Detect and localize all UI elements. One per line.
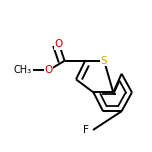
Text: CH₃: CH₃ [13,65,31,75]
Text: S: S [101,56,107,66]
Text: O: O [45,65,53,75]
Text: O: O [55,39,63,49]
Text: F: F [83,125,89,135]
